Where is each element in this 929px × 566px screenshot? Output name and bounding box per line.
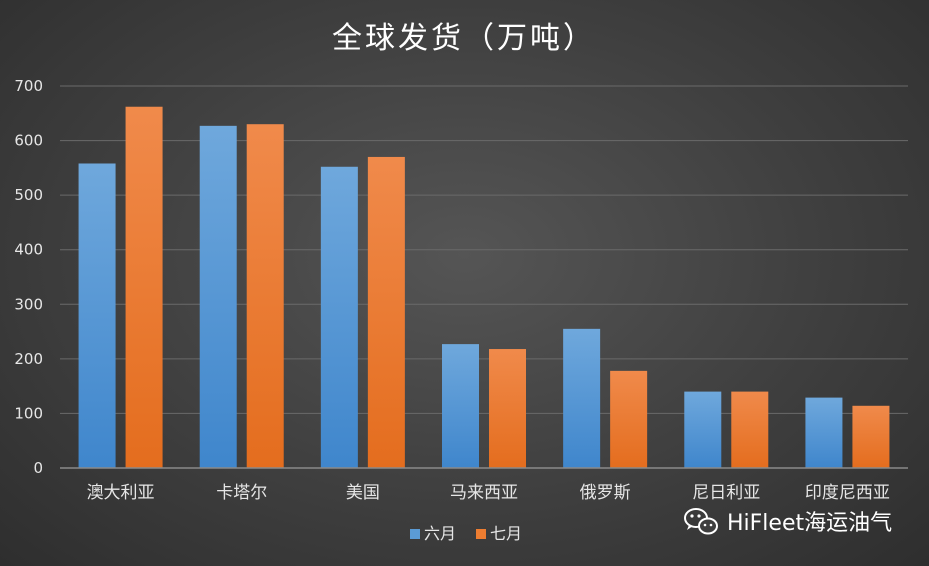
bar-july — [852, 405, 890, 468]
bar-july — [610, 370, 648, 468]
bar-july — [489, 349, 526, 468]
x-category-label: 尼日利亚 — [692, 483, 760, 503]
bar-july — [731, 391, 769, 468]
x-category-label: 美国 — [346, 483, 380, 503]
legend-label: 七月 — [490, 524, 522, 543]
bar-july — [246, 124, 284, 468]
x-category-label: 马来西亚 — [450, 483, 518, 503]
bar-june — [805, 397, 843, 468]
y-tick-label: 400 — [14, 241, 43, 259]
watermark: HiFleet海运油气 — [684, 508, 892, 536]
bar-july — [367, 156, 405, 468]
y-axis-ticks: 0 100 200 300 400 500 600 700 — [14, 77, 43, 477]
wechat-icon — [684, 508, 718, 535]
gridlines — [60, 85, 908, 414]
bars — [78, 106, 890, 468]
bar-june — [320, 166, 358, 468]
x-category-label: 卡塔尔 — [216, 483, 267, 503]
chart-title: 全球发货（万吨） — [332, 21, 596, 56]
y-tick-label: 300 — [14, 295, 43, 313]
x-category-label: 澳大利亚 — [87, 483, 155, 503]
watermark-text: HiFleet海运油气 — [727, 511, 892, 536]
x-category-label: 俄罗斯 — [580, 483, 631, 503]
bar-june — [442, 344, 479, 468]
bar-june — [684, 391, 722, 468]
x-category-label: 印度尼西亚 — [805, 483, 890, 503]
legend: 六月 七月 — [410, 524, 522, 543]
y-tick-label: 700 — [14, 77, 43, 95]
y-tick-label: 100 — [14, 404, 43, 422]
bar-june — [563, 328, 601, 468]
legend-swatch — [476, 529, 486, 539]
bar-june — [199, 125, 237, 468]
legend-label: 六月 — [424, 524, 456, 543]
legend-swatch — [410, 529, 420, 539]
bar-june — [78, 163, 116, 468]
bar-july — [125, 106, 163, 468]
y-tick-label: 200 — [14, 350, 43, 368]
x-axis-categories: 澳大利亚 卡塔尔 美国 马来西亚 俄罗斯 尼日利亚 印度尼西亚 — [87, 483, 890, 503]
y-tick-label: 600 — [14, 132, 43, 150]
y-tick-label: 0 — [33, 459, 43, 477]
y-tick-label: 500 — [14, 186, 43, 204]
